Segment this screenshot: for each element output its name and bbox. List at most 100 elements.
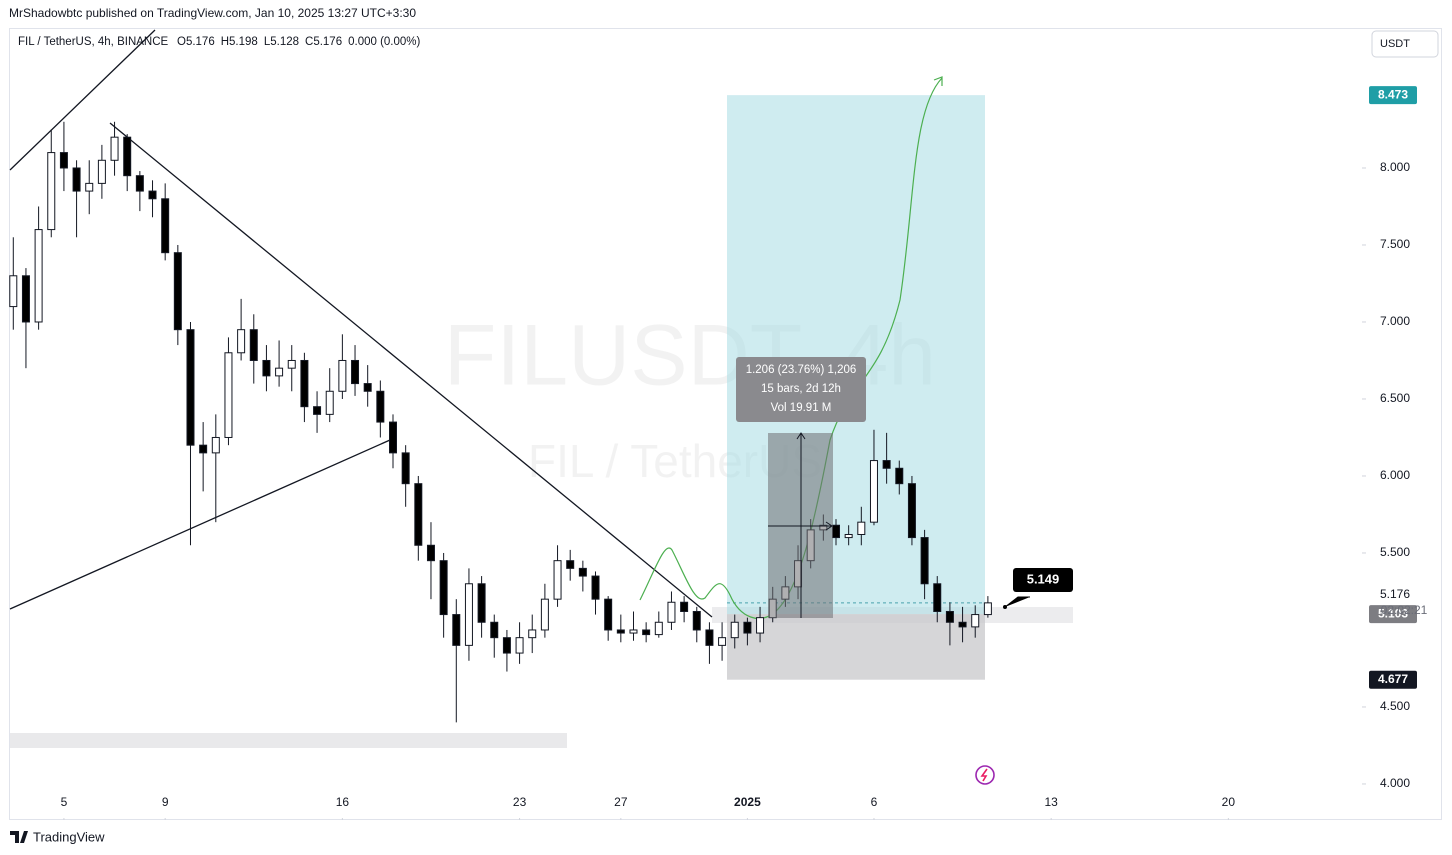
loss-zone <box>727 614 985 680</box>
footer-brand: TradingView <box>33 829 105 844</box>
candle-body <box>945 610 954 623</box>
candle-body <box>477 583 486 623</box>
x-tick-label: 16 <box>336 795 350 809</box>
candle-body <box>857 521 866 535</box>
candle-body <box>110 136 119 161</box>
candle-body <box>680 601 689 612</box>
y-tick-label: 4.500 <box>1380 699 1410 713</box>
candle-body <box>553 560 562 600</box>
candle-body <box>34 229 43 323</box>
measure-label: Vol 19.91 M <box>771 402 832 414</box>
candle-body <box>578 567 587 577</box>
callout-bg <box>1013 568 1073 593</box>
candle-body <box>718 637 727 646</box>
candle-body <box>692 610 701 631</box>
candle-body <box>249 329 258 361</box>
callout-dot <box>1003 605 1007 609</box>
target-price-tag: 8.473 <box>1378 87 1408 101</box>
last-price: 5.176 <box>1380 587 1410 601</box>
candle-body <box>47 152 56 231</box>
candle-body <box>933 583 942 612</box>
candle-body <box>199 444 208 454</box>
candle-body <box>351 359 360 385</box>
candle-body <box>59 152 68 169</box>
ohlc-value: 0.000 (0.00%) <box>348 36 420 48</box>
candle-body <box>616 629 625 634</box>
ohlc-value: O5.176 <box>177 36 215 48</box>
candle-body <box>844 533 853 539</box>
y-tick-label: 8.000 <box>1380 160 1410 174</box>
candle-body <box>72 167 81 192</box>
x-tick-label: 5 <box>61 795 68 809</box>
x-tick-label: 23 <box>513 795 527 809</box>
candle-body <box>275 367 284 377</box>
y-tick-label: 6.000 <box>1380 468 1410 482</box>
candle-body <box>401 452 410 485</box>
x-tick-label: 20 <box>1222 795 1236 809</box>
candle-body <box>452 614 461 646</box>
measure-layer: 1.206 (23.76%) 1,206 15 bars, 2d 12h Vol… <box>736 357 866 618</box>
y-tick-label: 4.000 <box>1380 776 1410 790</box>
candle-body <box>831 524 840 539</box>
candle-body <box>667 601 676 623</box>
candle-body <box>161 198 170 254</box>
measure-label: 1.206 (23.76%) 1,206 <box>746 364 857 376</box>
alert-icon <box>975 765 995 785</box>
y-tick-label: 7.000 <box>1380 314 1410 328</box>
candle-body <box>85 182 94 192</box>
candle-body <box>287 359 296 369</box>
currency-button[interactable] <box>1371 30 1439 58</box>
candle-body <box>502 637 511 654</box>
ohlc-legend: O5.176 H5.198 L5.128 C5.176 0.000 (0.00%) <box>177 36 421 48</box>
candle-body <box>135 175 144 192</box>
trendline <box>109 122 713 618</box>
alert-bolt <box>980 768 988 782</box>
y-tick-label: 5.500 <box>1380 545 1410 559</box>
support-zone <box>10 733 567 748</box>
candle-body <box>338 359 347 392</box>
candle-body <box>389 421 398 454</box>
candle-body <box>907 483 916 539</box>
measure-label: 15 bars, 2d 12h <box>761 383 841 395</box>
measure-label-box <box>736 357 866 422</box>
x-tick-label: 13 <box>1044 795 1058 809</box>
y-tick-label: 7.500 <box>1380 237 1410 251</box>
candle-body <box>173 252 182 331</box>
candle-body <box>262 359 271 377</box>
projection-arrow <box>933 76 943 86</box>
x-tick-label: 9 <box>162 795 169 809</box>
entry-price-tag: 5.103 <box>1378 606 1408 620</box>
candle-body <box>540 598 549 631</box>
alert-circle <box>975 765 995 785</box>
callout-pointer <box>1004 596 1030 608</box>
candle-body <box>705 629 714 646</box>
candle-body <box>464 583 473 646</box>
candle-body <box>869 460 878 523</box>
candle-body <box>300 359 309 408</box>
candle-body <box>224 352 233 438</box>
ohlc-value: L5.128 <box>264 36 299 48</box>
candle-body <box>642 629 651 636</box>
candle-body <box>528 629 537 639</box>
candle-body <box>604 598 613 631</box>
measure-arrow <box>825 521 833 531</box>
ohlc-value: H5.198 <box>221 36 258 48</box>
trendline <box>9 29 156 171</box>
callout: 5.149 <box>1027 571 1060 586</box>
candles-layer <box>9 121 992 723</box>
candle-body <box>148 190 157 200</box>
candle-body <box>325 390 334 415</box>
candle-body <box>313 406 322 415</box>
x-tick-label: 6 <box>871 795 878 809</box>
candle-body <box>97 159 106 184</box>
candle-body <box>186 329 195 446</box>
candle-body <box>237 329 246 354</box>
candle-body <box>654 621 663 636</box>
entry-price-tag-bg <box>1369 605 1417 624</box>
measure-arrow <box>796 432 806 440</box>
stop-price-tag-bg <box>1369 670 1417 689</box>
currency[interactable]: USDT <box>1380 38 1410 50</box>
candle-body <box>920 537 929 585</box>
x-tick-label: 2025 <box>734 795 761 809</box>
